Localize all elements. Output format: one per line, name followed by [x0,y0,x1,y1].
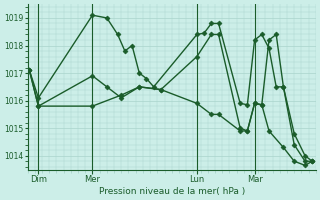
X-axis label: Pression niveau de la mer( hPa ): Pression niveau de la mer( hPa ) [99,187,245,196]
